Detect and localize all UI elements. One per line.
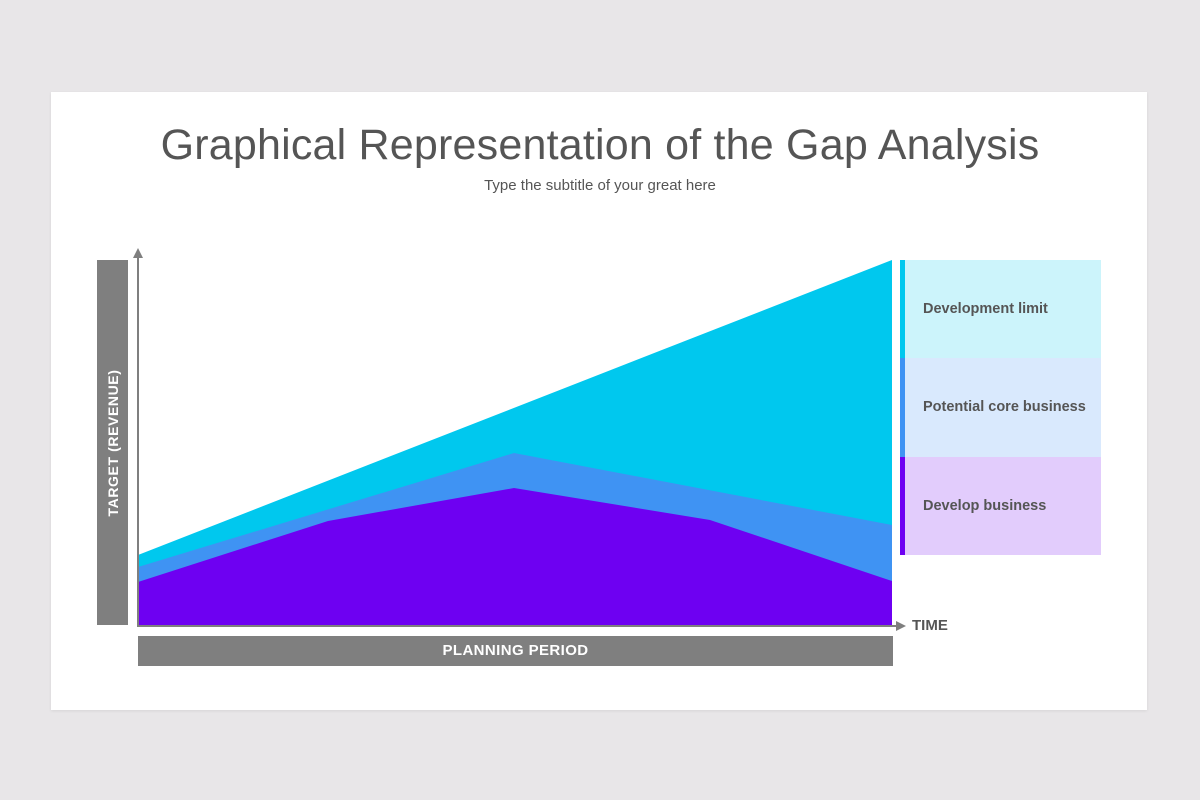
legend-item-potential-core-business: Potential core business bbox=[900, 358, 1101, 457]
legend-swatch bbox=[900, 358, 905, 457]
chart-legend: Development limit Potential core busines… bbox=[900, 260, 1101, 555]
legend-label: Development limit bbox=[923, 301, 1048, 318]
slide-subtitle: Type the subtitle of your great here bbox=[484, 177, 716, 194]
x-axis-label: PLANNING PERIOD bbox=[442, 642, 589, 659]
legend-label: Develop business bbox=[923, 497, 1047, 514]
area-develop-business bbox=[138, 488, 892, 625]
legend-swatch bbox=[900, 456, 905, 555]
legend-item-development-limit: Development limit bbox=[900, 260, 1101, 359]
legend-label: Potential core business bbox=[923, 399, 1086, 416]
slide-title: Graphical Representation of the Gap Anal… bbox=[160, 121, 1040, 169]
legend-swatch bbox=[900, 260, 905, 359]
x-axis-arrow-icon bbox=[896, 621, 906, 631]
y-axis-arrow-icon bbox=[133, 248, 143, 258]
legend-item-develop-business: Develop business bbox=[900, 456, 1101, 555]
x-axis-label-bar: PLANNING PERIOD bbox=[138, 636, 893, 666]
x-axis-arrow-label: TIME bbox=[912, 617, 948, 634]
y-axis-label-bar: TARGET (REVENUE) bbox=[97, 260, 128, 625]
